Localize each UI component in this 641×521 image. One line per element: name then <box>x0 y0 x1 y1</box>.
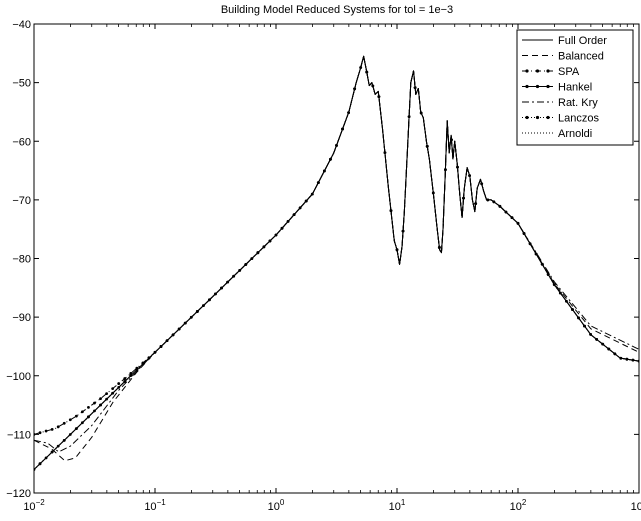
data-point <box>577 316 580 320</box>
series-line-arnoldi <box>34 55 639 470</box>
legend-marker <box>546 69 550 73</box>
data-point <box>81 410 84 414</box>
y-tick-label: −50 <box>12 78 31 90</box>
legend-label: Arnoldi <box>558 128 592 140</box>
data-point <box>74 414 78 418</box>
data-point <box>431 191 435 195</box>
y-tick-label: −70 <box>12 195 31 207</box>
legend-label: Balanced <box>558 51 604 63</box>
data-point <box>50 427 54 431</box>
data-point <box>601 342 605 346</box>
data-point <box>62 421 66 425</box>
legend-marker <box>546 84 550 89</box>
data-point <box>105 392 108 395</box>
legend-label: Rat. Kry <box>558 97 598 109</box>
data-point <box>56 425 60 429</box>
x-tick-label: 100 <box>268 498 285 513</box>
x-tick-label: 103 <box>631 498 641 513</box>
legend-marker <box>535 84 540 89</box>
data-point <box>147 356 151 360</box>
data-point <box>456 165 459 169</box>
x-tick-label: 10−2 <box>23 498 45 513</box>
legend-label: Full Order <box>558 35 607 47</box>
data-point <box>129 374 133 378</box>
data-point <box>389 209 393 213</box>
data-point <box>123 377 127 380</box>
y-tick-label: −90 <box>12 312 31 324</box>
data-point <box>129 372 133 375</box>
data-point <box>68 418 72 422</box>
legend-marker <box>535 69 540 73</box>
data-point <box>280 226 284 230</box>
y-tick-label: −60 <box>12 136 31 148</box>
data-point <box>159 345 163 348</box>
x-tick-label: 101 <box>389 498 406 513</box>
y-tick-label: −110 <box>7 429 31 441</box>
legend-marker <box>535 115 540 120</box>
data-point <box>401 229 405 233</box>
data-point <box>44 429 48 433</box>
legend-marker <box>525 69 529 73</box>
data-point <box>111 387 115 390</box>
data-point <box>208 298 211 302</box>
ticks-layer: 10−2 10−1 100 101 102 103 −40 −50 −60 −70 −80 −90 −1… <box>6 19 641 513</box>
y-tick-label: −40 <box>12 19 31 31</box>
y-tick-label: −120 <box>6 488 31 500</box>
data-point <box>353 87 357 91</box>
legend: Full Order Balanced SPA Hankel Rat. Kry Lancz… <box>516 29 634 146</box>
legend-marker <box>525 115 529 120</box>
data-point <box>87 406 90 409</box>
legend-label: Hankel <box>558 82 592 94</box>
data-point <box>437 246 441 249</box>
y-tick-label: −80 <box>12 254 31 266</box>
data-point <box>93 401 96 405</box>
data-point <box>117 382 121 385</box>
data-point <box>395 248 399 252</box>
x-tick-label: 10−1 <box>144 498 166 513</box>
data-point <box>522 232 526 235</box>
data-point <box>81 421 84 425</box>
data-point <box>329 157 332 161</box>
data-point <box>50 450 54 454</box>
data-point <box>99 403 102 407</box>
data-point <box>99 397 102 401</box>
legend-label: Lanczos <box>558 113 599 125</box>
data-point <box>486 198 490 202</box>
series-layer <box>34 55 639 471</box>
legend-marker <box>546 115 550 120</box>
data-point <box>292 213 296 217</box>
legend-marker <box>525 84 529 89</box>
chart-title: Building Model Reduced Systems for tol =… <box>221 4 453 16</box>
x-tick-label: 102 <box>510 498 527 513</box>
legend-label: SPA <box>558 66 580 78</box>
data-point <box>256 251 260 255</box>
data-point <box>38 431 42 435</box>
data-point <box>117 385 121 389</box>
y-tick-label: −100 <box>6 371 31 383</box>
